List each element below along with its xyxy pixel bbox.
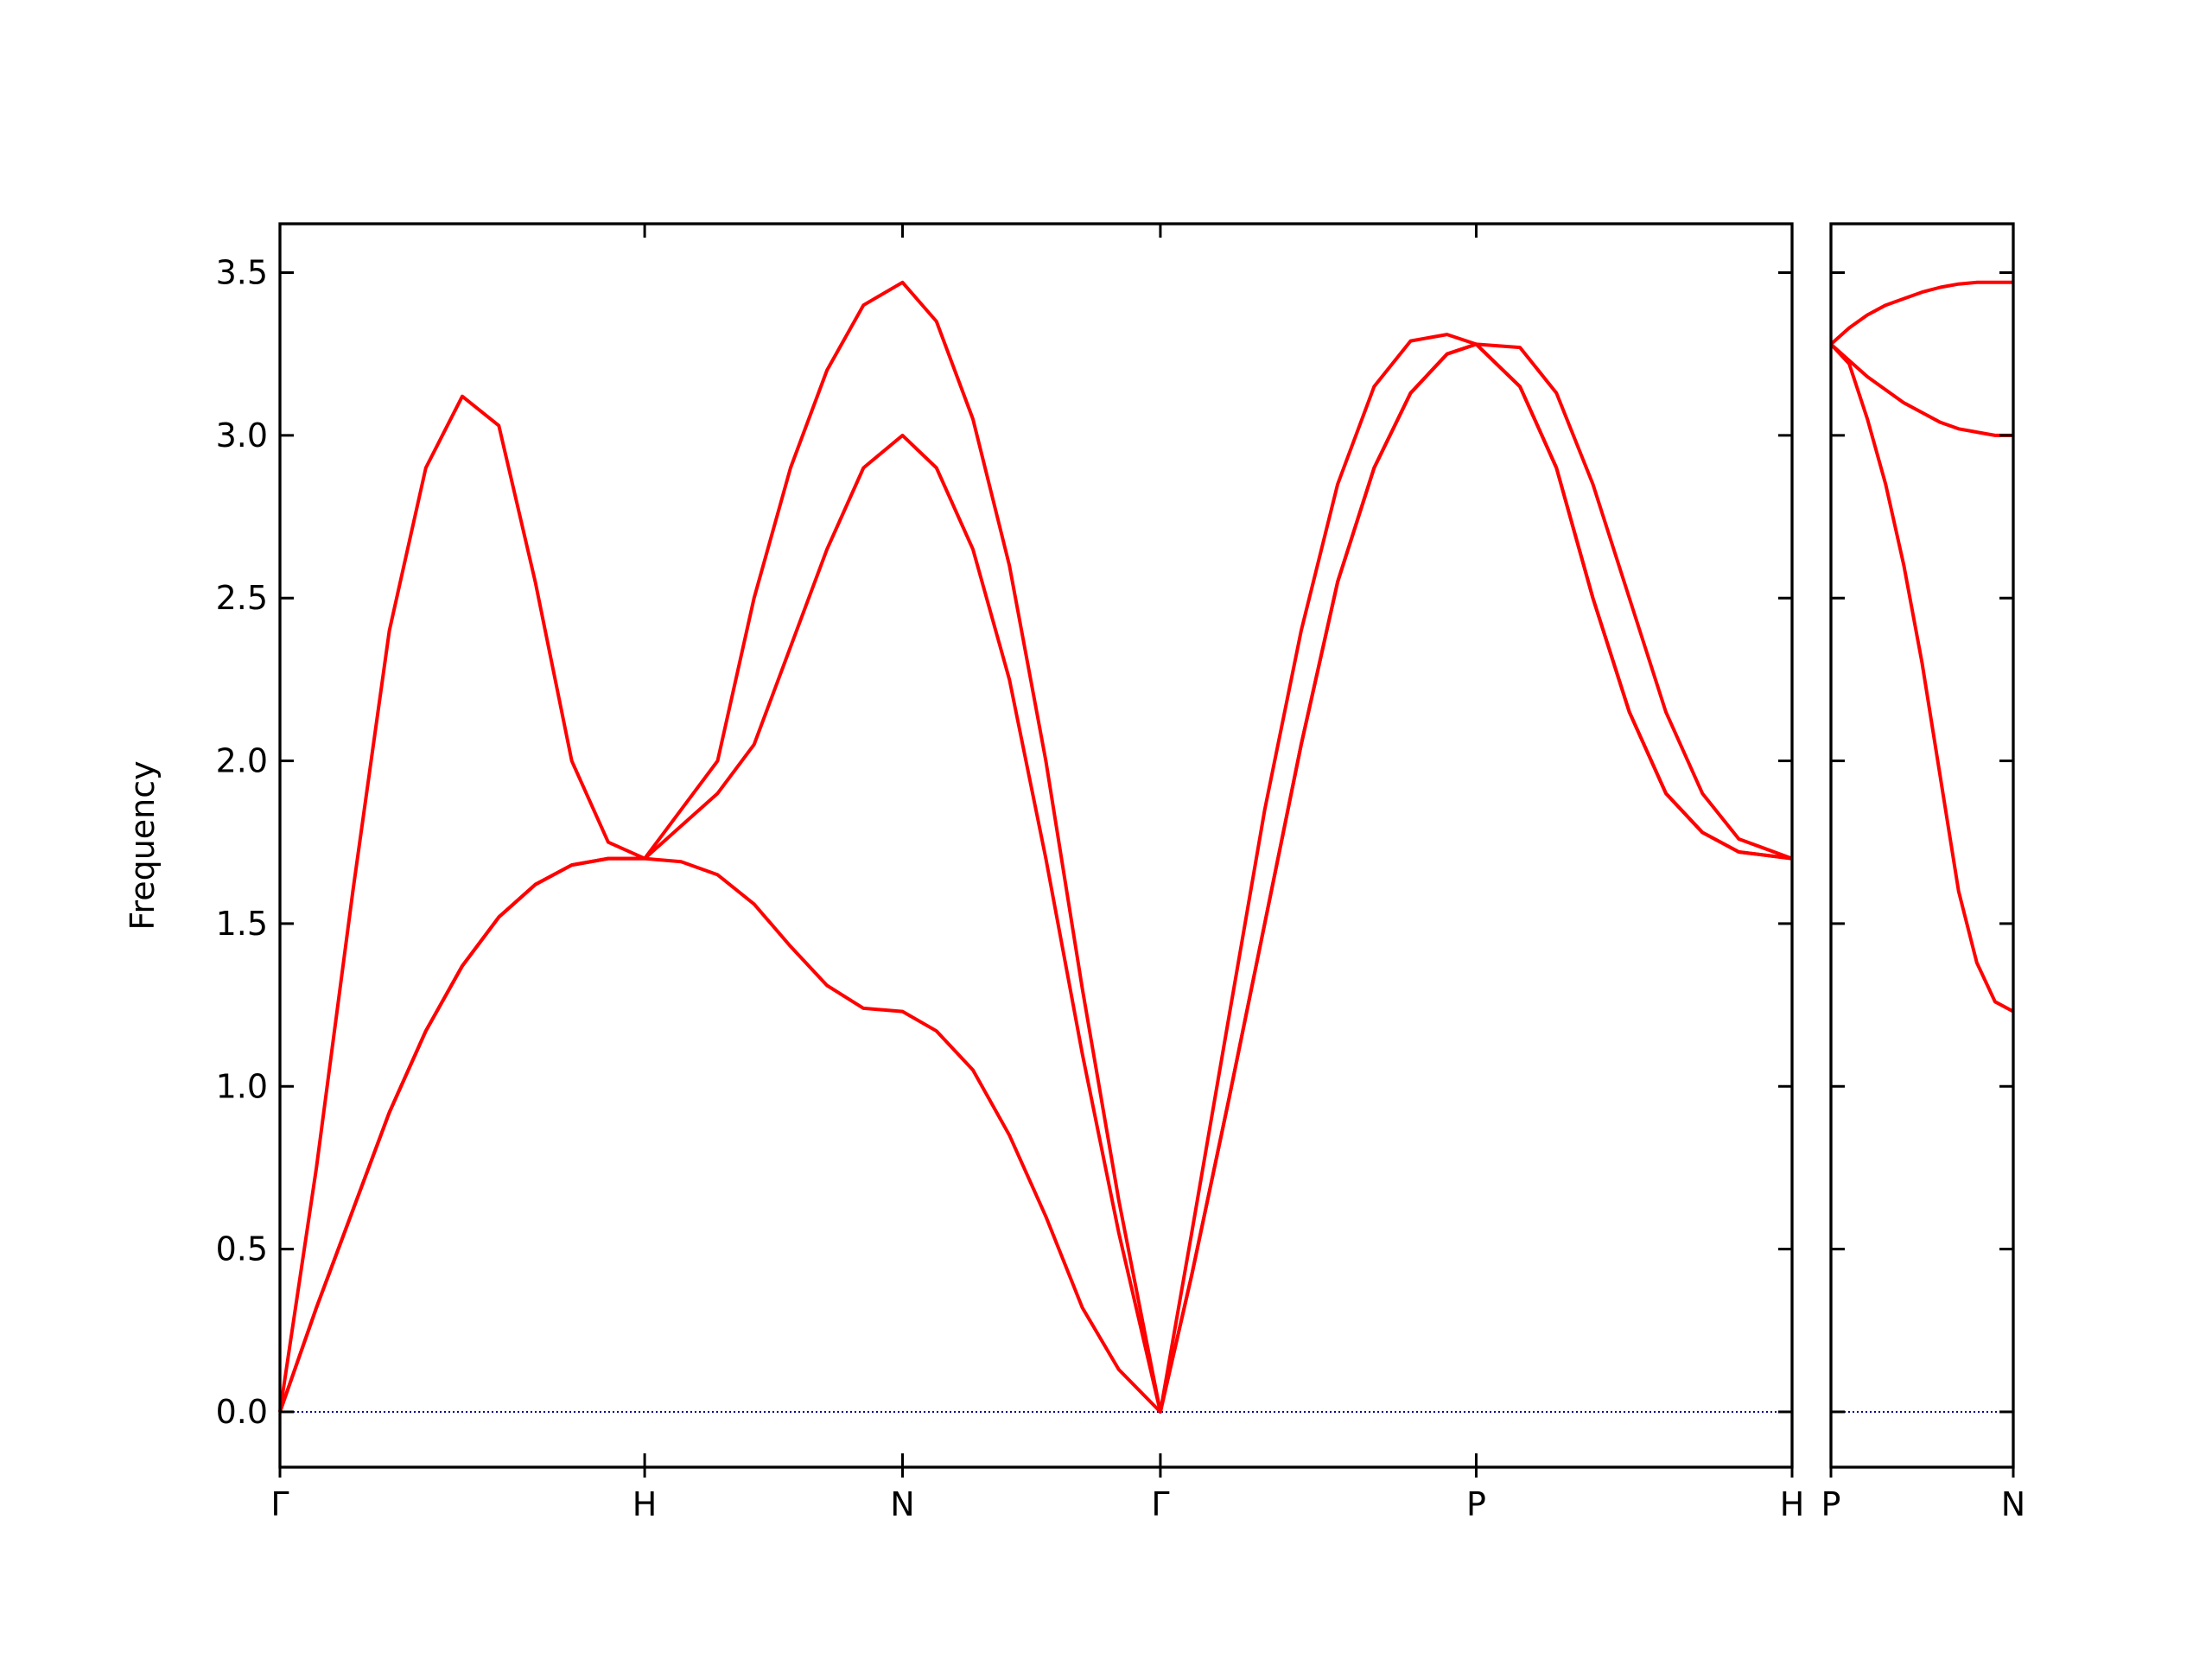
band-line [1829, 343, 2014, 1014]
x-tick-label: N [2001, 1485, 2025, 1523]
x-tick-label: Γ [270, 1485, 289, 1523]
y-tick-label: 3.0 [216, 416, 268, 454]
y-tick-label: 2.0 [216, 742, 268, 780]
axes-frame [278, 222, 1794, 1469]
axes-frame [1829, 222, 2015, 1469]
y-tick-label: 1.0 [216, 1067, 268, 1105]
y-tick-label: 3.5 [216, 254, 268, 292]
x-tick-label: H [632, 1485, 658, 1523]
band-line [278, 280, 1793, 1414]
band-line [1829, 342, 2013, 437]
x-tick-label: Γ [1151, 1485, 1169, 1523]
x-tick-label: H [1780, 1485, 1805, 1523]
y-tick-label: 0.0 [216, 1393, 268, 1431]
band-line [278, 342, 1793, 1414]
x-tick-label: N [890, 1485, 914, 1523]
y-tick-label: 1.5 [216, 905, 268, 943]
x-tick-label: P [1821, 1485, 1841, 1523]
y-tick-label: 2.5 [216, 579, 268, 617]
y-tick-label: 0.5 [216, 1230, 268, 1268]
band-line [1829, 280, 2013, 346]
x-tick-label: P [1466, 1485, 1486, 1523]
y-axis-label: Frequency [124, 760, 162, 930]
